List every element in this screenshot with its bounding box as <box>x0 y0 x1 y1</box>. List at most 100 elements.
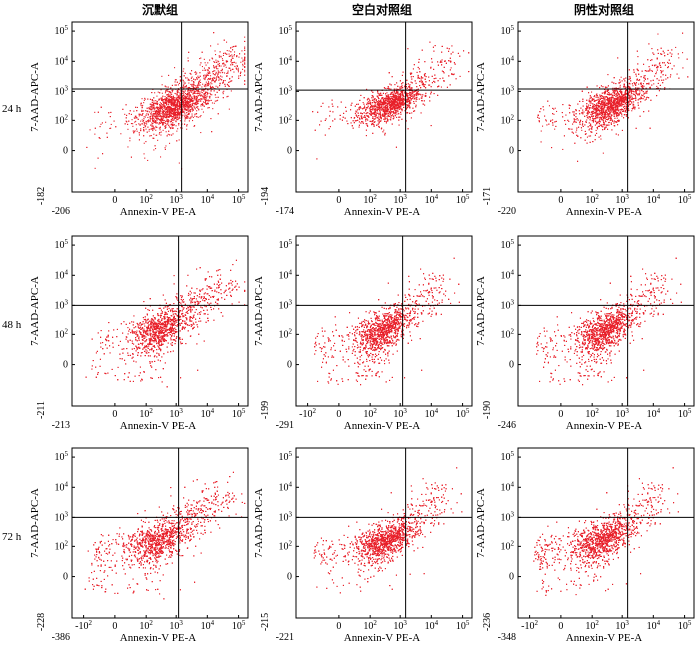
event-dot <box>179 118 180 119</box>
event-dot <box>169 134 170 135</box>
event-dot <box>201 99 202 100</box>
event-dot <box>223 55 224 56</box>
event-dot <box>224 40 225 41</box>
event-dot <box>178 111 179 112</box>
event-dot <box>226 54 227 55</box>
event-dot <box>162 123 163 124</box>
event-dot <box>183 81 184 82</box>
event-dot <box>207 96 208 97</box>
event-dot <box>209 79 210 80</box>
event-dot <box>188 99 189 100</box>
event-dot <box>157 120 158 121</box>
event-dot <box>161 98 162 99</box>
event-dot <box>190 84 191 85</box>
event-dot <box>140 130 141 131</box>
event-dot <box>171 119 172 120</box>
event-dot <box>173 96 174 97</box>
event-dot <box>158 124 159 125</box>
event-dot <box>98 112 99 113</box>
event-dot <box>131 114 132 115</box>
event-dot <box>203 76 204 77</box>
event-dot <box>190 118 191 119</box>
event-dot <box>206 100 207 101</box>
event-dot <box>179 115 180 116</box>
event-dot <box>210 82 211 83</box>
event-dot <box>199 72 200 73</box>
y-axis-label: 7-AAD-APC-A <box>29 62 41 132</box>
event-dot <box>216 86 217 87</box>
event-dot <box>188 111 189 112</box>
event-dot <box>215 80 216 81</box>
event-dot <box>152 115 153 116</box>
event-dot <box>209 60 210 61</box>
event-dot <box>153 118 154 119</box>
event-dot <box>176 103 177 104</box>
event-dot <box>192 103 193 104</box>
event-dot <box>192 90 193 91</box>
event-dot <box>201 92 202 93</box>
event-dot <box>223 66 224 67</box>
event-dot <box>126 115 127 116</box>
event-dot <box>141 105 142 106</box>
event-dot <box>175 99 176 100</box>
event-dot <box>153 108 154 109</box>
event-dot <box>186 101 187 102</box>
dot-cloud <box>86 32 245 169</box>
event-dot <box>216 72 217 73</box>
event-dot <box>191 80 192 81</box>
event-dot <box>172 90 173 91</box>
event-dot <box>152 102 153 103</box>
event-dot <box>227 72 228 73</box>
event-dot <box>238 71 239 72</box>
event-dot <box>209 73 210 74</box>
event-dot <box>156 115 157 116</box>
event-dot <box>205 70 206 71</box>
event-dot <box>164 107 165 108</box>
event-dot <box>241 50 242 51</box>
event-dot <box>222 92 223 93</box>
event-dot <box>124 114 125 115</box>
event-dot <box>125 123 126 124</box>
event-dot <box>202 52 203 53</box>
event-dot <box>207 62 208 63</box>
event-dot <box>161 121 162 122</box>
event-dot <box>188 113 189 114</box>
event-dot <box>152 125 153 126</box>
event-dot <box>172 120 173 121</box>
event-dot <box>234 66 235 67</box>
event-dot <box>184 116 185 117</box>
event-dot <box>239 53 240 54</box>
event-dot <box>175 85 176 86</box>
event-dot <box>208 81 209 82</box>
event-dot <box>220 78 221 79</box>
event-dot <box>168 87 169 88</box>
event-dot <box>166 131 167 132</box>
event-dot <box>200 80 201 81</box>
event-dot <box>179 103 180 104</box>
event-dot <box>126 104 127 105</box>
event-dot <box>185 117 186 118</box>
event-dot <box>229 68 230 69</box>
column-title-silence: 沉默组 <box>142 2 178 17</box>
event-dot <box>126 121 127 122</box>
event-dot <box>219 90 220 91</box>
event-dot <box>183 68 184 69</box>
event-dot <box>180 96 181 97</box>
event-dot <box>183 105 184 106</box>
event-dot <box>213 66 214 67</box>
event-dot <box>218 64 219 65</box>
event-dot <box>229 50 230 51</box>
event-dot <box>156 127 157 128</box>
event-dot <box>178 92 179 93</box>
event-dot <box>161 122 162 123</box>
event-dot <box>153 103 154 104</box>
event-dot <box>193 117 194 118</box>
event-dot <box>169 143 170 144</box>
event-dot <box>223 63 224 64</box>
event-dot <box>176 140 177 141</box>
event-dot <box>228 82 229 83</box>
event-dot <box>160 102 161 103</box>
event-dot <box>236 69 237 70</box>
event-dot <box>242 64 243 65</box>
event-dot <box>139 115 140 116</box>
